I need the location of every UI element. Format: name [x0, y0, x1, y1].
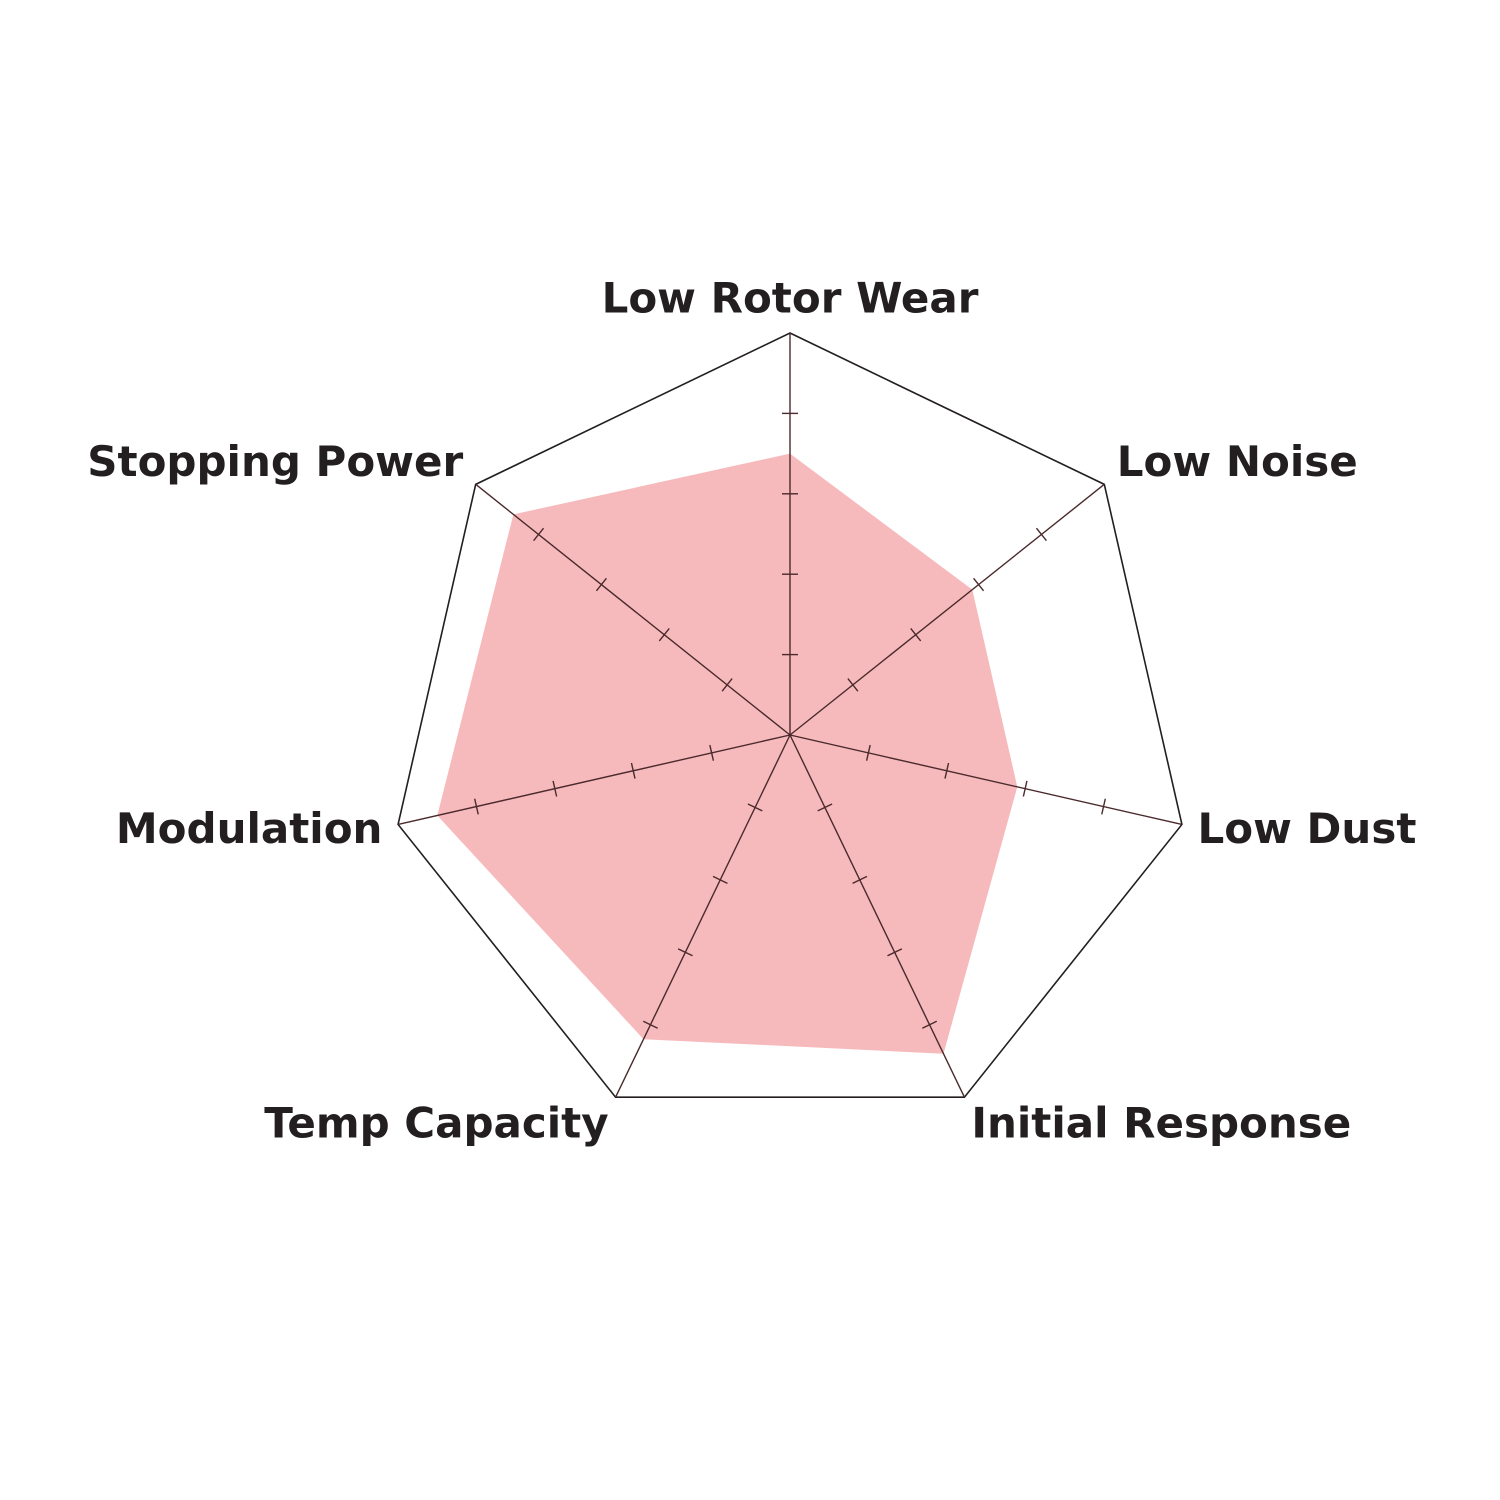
tick-mark	[1101, 798, 1106, 815]
tick-mark	[533, 527, 545, 542]
axis-spoke	[789, 483, 1105, 736]
tick-mark	[847, 678, 859, 692]
tick-mark	[944, 762, 950, 779]
axis-label: Initial Response	[971, 1099, 1351, 1148]
axis-spoke	[614, 734, 791, 1098]
tick-mark	[721, 678, 733, 692]
axis-label: Stopping Power	[87, 437, 463, 486]
axis-spoke	[789, 734, 1183, 826]
tick-mark	[922, 1020, 938, 1029]
tick-mark	[1035, 527, 1047, 542]
tick-mark	[552, 780, 558, 797]
axis-label: Temp Capacity	[264, 1099, 608, 1148]
axis-spoke	[789, 734, 966, 1098]
tick-mark	[658, 628, 670, 642]
tick-mark	[817, 803, 833, 812]
tick-mark	[709, 744, 715, 761]
axis-label: Low Noise	[1117, 437, 1358, 486]
axis-spoke	[397, 734, 791, 826]
tick-mark	[865, 744, 871, 761]
tick-mark	[595, 577, 607, 592]
tick-mark	[630, 762, 636, 779]
tick-mark	[712, 875, 728, 884]
tick-mark	[747, 803, 763, 812]
tick-mark	[474, 798, 479, 815]
axis-label: Low Rotor Wear	[602, 274, 979, 323]
tick-mark	[1022, 780, 1028, 797]
axis-label: Modulation	[116, 804, 383, 853]
tick-mark	[910, 628, 922, 642]
tick-mark	[852, 875, 868, 884]
tick-mark	[973, 577, 985, 592]
tick-mark	[677, 948, 693, 957]
data-area	[437, 453, 1018, 1054]
axis-label: Low Dust	[1198, 804, 1417, 853]
tick-mark	[887, 948, 903, 957]
outer-frame	[397, 332, 1183, 1098]
tick-mark	[642, 1020, 658, 1029]
axis-spoke	[475, 483, 791, 736]
